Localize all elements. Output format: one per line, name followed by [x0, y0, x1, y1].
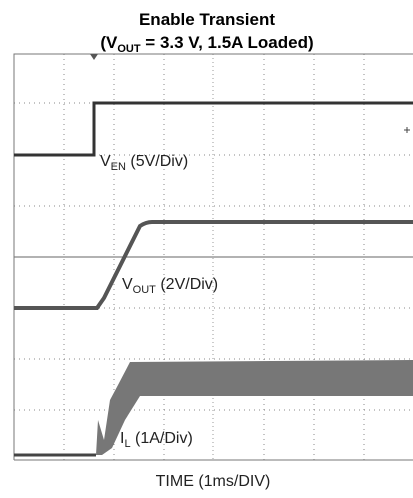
label-part: (2V/Div) — [156, 276, 218, 293]
subtitle-part: = 3.3 V, 1.5A Loaded) — [141, 33, 314, 52]
trace-label: IL (1A/Div) — [120, 430, 193, 450]
label-subscript: EN — [111, 161, 126, 173]
vout-trace — [14, 220, 413, 310]
label-subscript: L — [124, 438, 130, 450]
label-part: I — [120, 430, 124, 447]
x-axis-label: TIME (1ms/DIV) — [156, 473, 271, 490]
chart-subtitle: (VOUT = 3.3 V, 1.5A Loaded) — [100, 33, 313, 55]
enable-trace — [14, 101, 413, 157]
chart-title: Enable Transient — [139, 10, 275, 29]
label-part: (5V/Div) — [126, 153, 188, 170]
subtitle-subscript: OUT — [117, 43, 141, 55]
trace-label: VOUT (2V/Div) — [122, 276, 218, 296]
graticule — [13, 53, 413, 461]
subtitle-part: (V — [100, 33, 118, 52]
frame — [13, 53, 413, 460]
label-part: (1A/Div) — [131, 430, 193, 447]
trace-label: VEN (5V/Div) — [100, 153, 188, 173]
trigger-marker — [90, 54, 98, 60]
label-part: V — [122, 276, 133, 293]
label-part: V — [100, 153, 111, 170]
label-subscript: OUT — [133, 284, 157, 296]
current-trace — [14, 360, 413, 455]
